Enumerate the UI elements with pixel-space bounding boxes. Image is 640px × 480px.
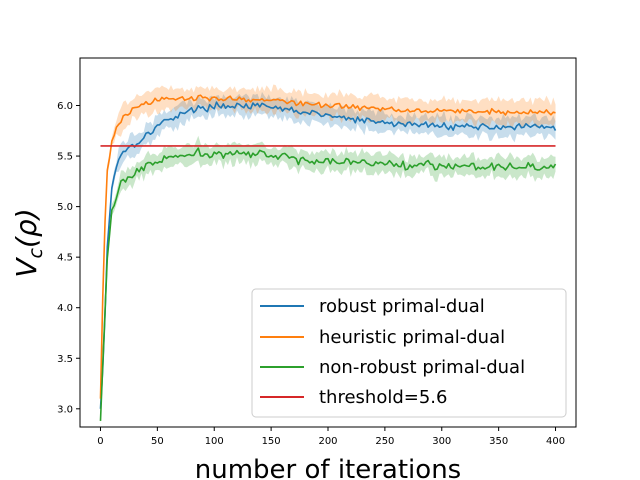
x-tick-label: 150 — [262, 436, 281, 447]
series-band-robust — [100, 91, 556, 413]
y-tick-label: 4.0 — [57, 303, 73, 314]
y-axis-label: Vc(ρ) — [10, 208, 47, 277]
legend-label-robust: robust primal-dual — [319, 296, 485, 317]
x-tick-label: 200 — [318, 436, 337, 447]
y-axis-ticks: 3.0 3.5 4.0 4.5 5.0 5.5 6.0 — [57, 101, 80, 415]
series-line-non-robust — [99, 147, 557, 421]
y-tick-label: 6.0 — [57, 101, 73, 112]
x-axis-label: number of iterations — [195, 455, 461, 480]
legend: robust primal-dual heuristic primal-dual… — [251, 288, 567, 418]
series-lines — [99, 94, 557, 421]
x-tick-label: 250 — [375, 436, 394, 447]
legend-label-threshold: threshold=5.6 — [319, 387, 447, 408]
x-tick-label: 350 — [489, 436, 508, 447]
x-tick-label: 100 — [205, 436, 224, 447]
y-tick-label: 3.0 — [57, 404, 73, 415]
series-band-heuristic — [100, 84, 556, 404]
y-tick-label: 3.5 — [57, 354, 73, 365]
y-tick-label: 5.0 — [57, 202, 73, 213]
x-tick-label: 300 — [432, 436, 451, 447]
y-tick-label: 5.5 — [57, 152, 73, 163]
x-axis-ticks: 0 50 100 150 200 250 300 350 400 — [97, 427, 565, 447]
legend-label-heuristic: heuristic primal-dual — [319, 327, 505, 348]
x-tick-label: 50 — [151, 436, 164, 447]
series-line-heuristic — [99, 94, 556, 399]
y-tick-label: 4.5 — [57, 253, 73, 264]
legend-label-non-robust: non-robust primal-dual — [319, 357, 525, 378]
series-line-robust — [99, 101, 557, 409]
x-tick-label: 0 — [97, 436, 103, 447]
x-tick-label: 400 — [546, 436, 565, 447]
legend-box — [251, 288, 567, 418]
